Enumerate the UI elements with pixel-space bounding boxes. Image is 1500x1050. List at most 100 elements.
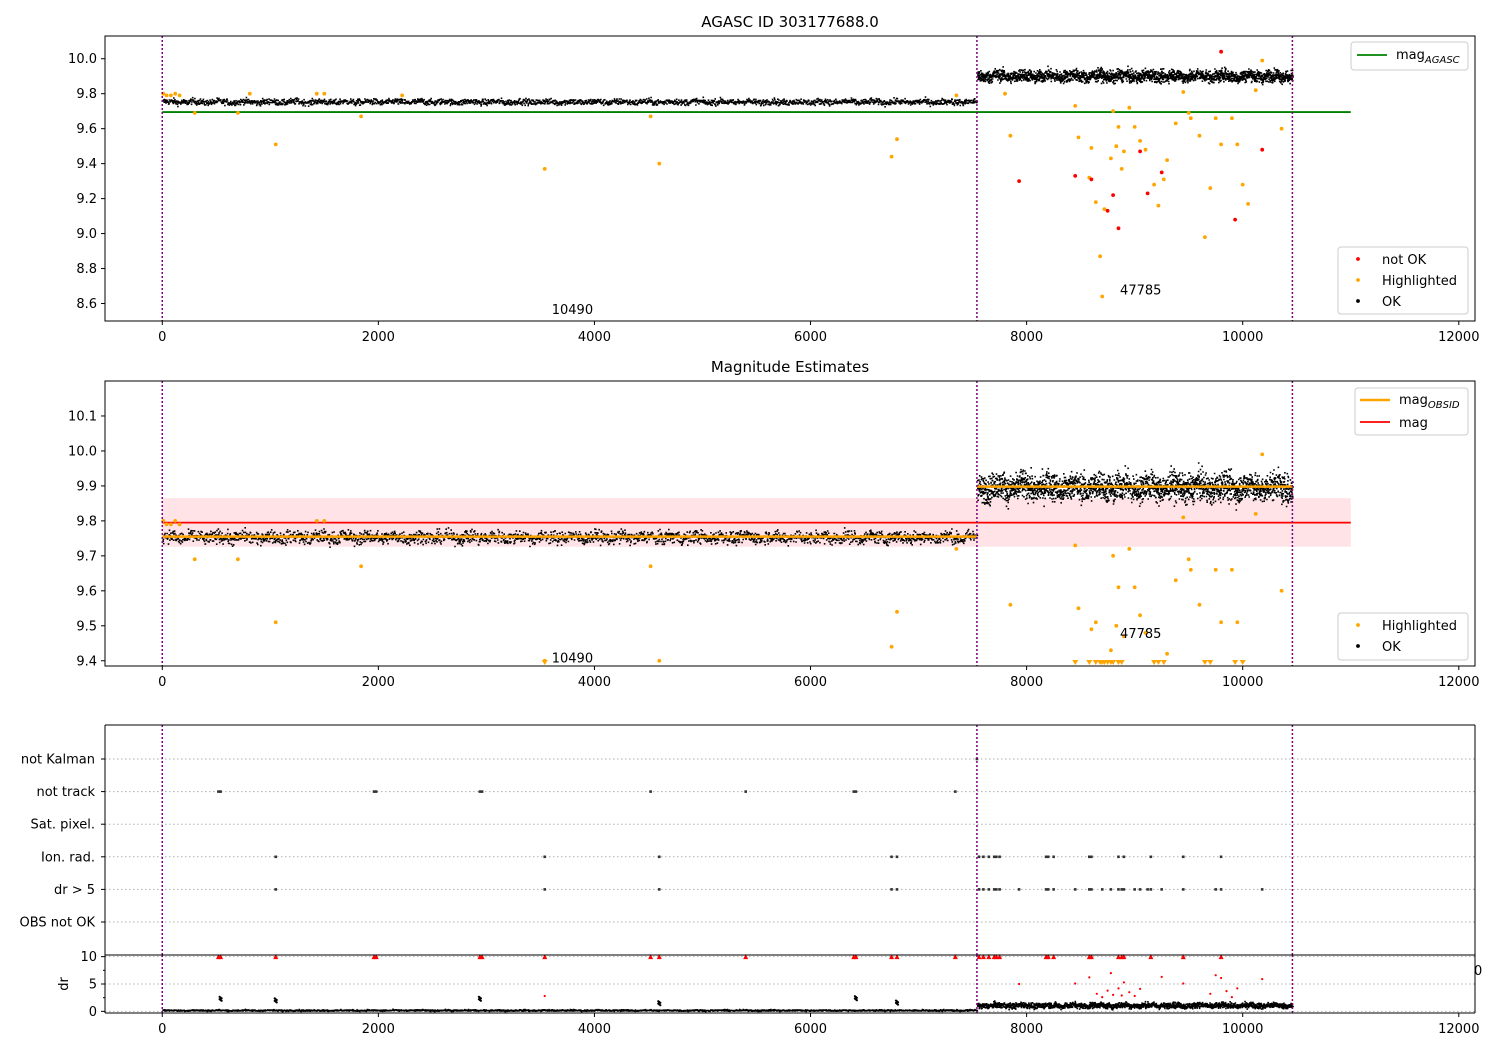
flag-point: [982, 888, 985, 891]
highlighted-point: [1127, 547, 1132, 551]
flagged-dr-point: [1139, 987, 1142, 991]
flag-point: [1149, 855, 1153, 859]
below-axis-marker: [1201, 660, 1208, 665]
agasc-panel: AGASC ID 303177688.0 10490 47785 0 2000 4000 6…: [68, 13, 1479, 345]
highlighted-point: [1008, 133, 1013, 138]
x-tick-label: 6000: [794, 330, 827, 345]
flags-panel: not Kalman not track Sat. pixel. Ion. rad. d…: [20, 724, 1476, 955]
flag-point: [987, 888, 991, 891]
flag-point: [1044, 855, 1048, 859]
clipped-tick-label: 0: [1474, 964, 1482, 979]
ok-cluster-point: [855, 999, 859, 1002]
x-tick-label: 2000: [362, 1022, 395, 1037]
flagged-dr-point: [1236, 987, 1239, 990]
dr-clipped-marker: [656, 954, 662, 960]
highlighted-point: [1246, 202, 1250, 206]
dr-clipped-marker: [1218, 954, 1224, 960]
highlighted-point: [1102, 207, 1107, 212]
y-tick-label: 9.6: [76, 584, 97, 599]
highlighted-point: [648, 564, 653, 569]
highlighted-point: [1119, 167, 1124, 171]
flag-point: [1122, 855, 1126, 859]
flag-point: [895, 888, 899, 891]
highlighted-point: [1116, 585, 1121, 590]
not-ok-point: [1159, 170, 1164, 175]
x-tick-label: 10000: [1222, 330, 1263, 345]
y-tick-label: 9.7: [76, 549, 97, 564]
flag-point: [478, 790, 482, 793]
dr-clipped-marker: [373, 954, 379, 960]
ok-cluster-point: [659, 1004, 662, 1007]
chart-title: AGASC ID 303177688.0: [701, 13, 879, 31]
legend-frame: [1337, 612, 1469, 661]
highlighted-point: [1186, 111, 1191, 115]
highlighted-point: [1235, 142, 1240, 147]
highlighted-point: [1116, 125, 1121, 129]
legend-point-swatch: [1356, 623, 1360, 627]
flagged-dr-point: [1095, 992, 1098, 995]
highlighted-point: [1089, 627, 1094, 632]
below-axis-marker: [541, 660, 548, 665]
highlighted-point: [1230, 116, 1234, 121]
y-tick-label: 5: [89, 978, 97, 993]
not-ok-point: [1116, 226, 1121, 231]
ok-cluster-point: [855, 996, 859, 999]
flagged-dr-point: [1225, 990, 1228, 993]
dr-clipped-marker: [1088, 954, 1094, 960]
highlighted-point: [1197, 602, 1202, 607]
dr-clipped-marker: [997, 954, 1003, 960]
flag-point: [274, 888, 278, 891]
highlighted-point: [173, 91, 178, 96]
highlighted-point: [1230, 567, 1234, 572]
not-ok-point: [1111, 193, 1115, 198]
highlighted-point: [1008, 602, 1013, 607]
dr-panel: 0 2000 4000 6000 8000 10000 12000 0 5 10 dr 0: [57, 950, 1482, 1037]
highlighted-point: [1003, 91, 1007, 96]
flag-point: [649, 790, 652, 793]
highlighted-point: [192, 557, 197, 562]
highlighted-point: [542, 167, 547, 171]
below-axis-marker: [1118, 660, 1125, 665]
flagged-dr-point: [1214, 974, 1217, 977]
highlighted-point: [169, 522, 173, 527]
below-axis-marker: [1239, 660, 1246, 665]
highlighted-point: [247, 91, 252, 96]
highlighted-point: [169, 93, 173, 98]
flag-point: [657, 855, 661, 859]
y-tick-label: 9.8: [76, 514, 97, 529]
dr-clipped-marker: [1180, 954, 1186, 960]
dr-clipped-marker: [1148, 954, 1154, 960]
highlighted-point: [1127, 105, 1132, 110]
flag-point: [543, 855, 547, 859]
highlighted-point: [1093, 200, 1098, 205]
highlighted-point: [236, 557, 240, 562]
highlighted-point: [1253, 88, 1258, 93]
flag-point: [543, 888, 547, 891]
legend-frame: [1337, 246, 1469, 315]
flag-point: [1073, 888, 1077, 891]
highlighted-point: [322, 91, 327, 96]
y-tick-label: 10: [80, 950, 97, 965]
flag-point: [998, 888, 1001, 891]
highlighted-point: [1165, 158, 1169, 163]
flagged-dr-point: [1106, 989, 1109, 992]
dr-clipped-marker: [743, 954, 749, 960]
not-ok-point: [1233, 217, 1237, 222]
legend-point-label: not OK: [1382, 253, 1427, 268]
dr-clipped-marker: [1115, 954, 1121, 960]
flagged-dr-point: [1230, 996, 1233, 999]
not-ok-point: [1260, 147, 1265, 152]
flag-point: [1160, 888, 1163, 891]
ok-points: [976, 65, 1294, 86]
flag-point: [992, 888, 996, 891]
flag-point: [1133, 888, 1136, 891]
highlighted-point: [177, 522, 182, 527]
below-axis-marker: [1151, 660, 1158, 665]
chart-title: Magnitude Estimates: [711, 358, 869, 376]
flag-point: [374, 790, 378, 793]
highlighted-point: [1098, 254, 1102, 259]
flag-point: [1090, 888, 1093, 891]
below-axis-marker: [1086, 660, 1093, 665]
flagged-dr-point: [1088, 976, 1091, 979]
y-tick-label: 9.4: [76, 654, 97, 669]
